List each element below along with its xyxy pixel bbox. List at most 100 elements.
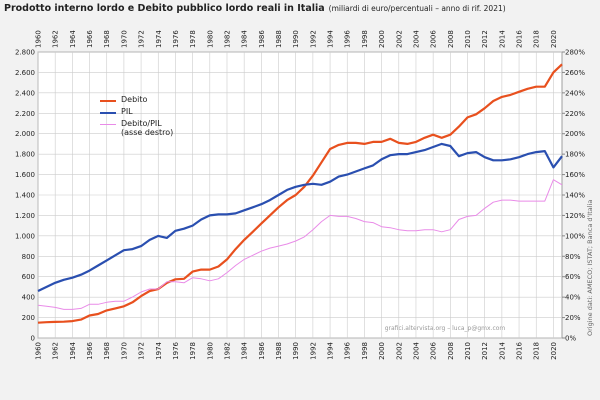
x-tick-label-top: 1974 xyxy=(155,30,163,48)
x-tick-label-top: 2014 xyxy=(498,30,506,48)
y2-tick-label: 0% xyxy=(565,335,576,343)
series-line xyxy=(37,63,563,324)
y2-tick-label: 120% xyxy=(565,212,585,220)
x-tick-label-top: 1970 xyxy=(120,30,128,48)
y-tick-label: 1.600 xyxy=(15,171,35,179)
x-tick-label: 1966 xyxy=(86,341,94,359)
x-tick-label: 2016 xyxy=(516,341,524,359)
x-tick-label: 1994 xyxy=(327,341,335,359)
x-tick-label: 2000 xyxy=(378,342,386,360)
y-tick-label: 1.400 xyxy=(15,192,35,200)
x-tick-label: 2014 xyxy=(498,341,506,359)
legend-item: Debito xyxy=(100,95,176,104)
legend-swatch xyxy=(100,124,116,125)
x-tick-label-top: 1988 xyxy=(275,30,283,48)
y-tick-label: 2.000 xyxy=(15,130,35,138)
x-tick-label-top: 1984 xyxy=(241,30,249,48)
y2-tick-label: 160% xyxy=(565,171,585,179)
x-tick-label-top: 2002 xyxy=(395,30,403,48)
x-tick-label: 1980 xyxy=(206,342,214,360)
y2-tick-label: 100% xyxy=(565,232,585,240)
x-tick-label: 2020 xyxy=(550,342,558,360)
x-tick-label: 1962 xyxy=(52,342,60,360)
x-tick-label: 1986 xyxy=(258,341,266,359)
y-tick-label: 1.000 xyxy=(15,232,35,240)
y-tick-label: 200 xyxy=(22,314,35,322)
y2-tick-label: 40% xyxy=(565,294,581,302)
x-tick-label-top: 1996 xyxy=(344,30,352,48)
legend-swatch xyxy=(100,112,116,114)
x-tick-label-top: 1986 xyxy=(258,30,266,48)
x-tick-label: 1976 xyxy=(172,341,180,359)
y-tick-label: 1.200 xyxy=(15,212,35,220)
x-tick-label: 1988 xyxy=(275,342,283,360)
y2-tick-label: 60% xyxy=(565,273,581,281)
x-tick-label: 1996 xyxy=(344,341,352,359)
y-tick-label: 2.800 xyxy=(15,49,35,57)
x-tick-label: 1984 xyxy=(241,341,249,359)
chart-title: Prodotto interno lordo e Debito pubblico… xyxy=(4,3,325,14)
x-tick-label: 1968 xyxy=(103,342,111,360)
x-tick-label-top: 1972 xyxy=(138,30,146,48)
series-line xyxy=(37,179,563,310)
x-tick-label: 2002 xyxy=(395,342,403,360)
x-tick-label: 1992 xyxy=(309,342,317,360)
x-tick-label: 2018 xyxy=(533,342,541,360)
x-tick-label-top: 1978 xyxy=(189,30,197,48)
x-tick-label-top: 2020 xyxy=(550,30,558,48)
y-tick-label: 1.800 xyxy=(15,151,35,159)
x-tick-label: 1982 xyxy=(223,342,231,360)
x-tick-label-top: 1962 xyxy=(52,30,60,48)
y2-tick-label: 240% xyxy=(565,89,585,97)
x-tick-label: 1960 xyxy=(35,342,43,360)
x-tick-label: 1970 xyxy=(120,342,128,360)
x-tick-label-top: 1968 xyxy=(103,30,111,48)
y2-tick-label: 80% xyxy=(565,253,581,261)
x-tick-label: 2010 xyxy=(464,342,472,360)
x-tick-label: 1990 xyxy=(292,342,300,360)
source-note: Origine dati: AMECO; ISTAT; Banca d'Ital… xyxy=(586,200,594,336)
legend-item: PIL xyxy=(100,107,176,116)
legend-label: Debito xyxy=(121,95,148,104)
legend-swatch xyxy=(100,100,116,102)
y2-tick-label: 220% xyxy=(565,110,585,118)
y2-tick-label: 140% xyxy=(565,192,585,200)
x-tick-label: 1978 xyxy=(189,342,197,360)
x-tick-label-top: 2008 xyxy=(447,30,455,48)
x-tick-label-top: 1982 xyxy=(223,30,231,48)
x-tick-label-top: 1964 xyxy=(69,30,77,48)
series-line xyxy=(37,142,563,292)
x-tick-label: 1974 xyxy=(155,341,163,359)
legend: Debito PIL Debito/PIL (asse destro) xyxy=(100,95,176,140)
legend-label: PIL xyxy=(121,107,133,116)
y-tick-label: 800 xyxy=(22,253,35,261)
y2-tick-label: 200% xyxy=(565,130,585,138)
x-tick-label-top: 1980 xyxy=(206,30,214,48)
x-tick-label: 1998 xyxy=(361,342,369,360)
x-tick-label-top: 2006 xyxy=(430,30,438,48)
x-tick-label: 2004 xyxy=(412,341,420,359)
y-tick-label: 2.200 xyxy=(15,110,35,118)
x-tick-label-top: 2012 xyxy=(481,30,489,48)
x-tick-label-top: 2018 xyxy=(533,30,541,48)
x-tick-label-top: 1992 xyxy=(309,30,317,48)
x-tick-label-top: 1966 xyxy=(86,30,94,48)
x-tick-label-top: 1976 xyxy=(172,30,180,48)
y-tick-label: 2.400 xyxy=(15,89,35,97)
y2-tick-label: 280% xyxy=(565,49,585,57)
y-tick-label: 600 xyxy=(22,273,35,281)
x-tick-label-top: 1994 xyxy=(327,30,335,48)
legend-item: Debito/PIL (asse destro) xyxy=(100,119,176,137)
x-tick-label-top: 2004 xyxy=(412,30,420,48)
x-tick-label-top: 1990 xyxy=(292,30,300,48)
x-tick-label-top: 1998 xyxy=(361,30,369,48)
x-tick-label-top: 2016 xyxy=(516,30,524,48)
x-tick-label: 2012 xyxy=(481,342,489,360)
legend-label: Debito/PIL (asse destro) xyxy=(121,119,174,137)
y-tick-label: 0 xyxy=(31,335,35,343)
x-tick-label: 1964 xyxy=(69,341,77,359)
x-tick-label: 1972 xyxy=(138,342,146,360)
y2-tick-label: 260% xyxy=(565,69,585,77)
